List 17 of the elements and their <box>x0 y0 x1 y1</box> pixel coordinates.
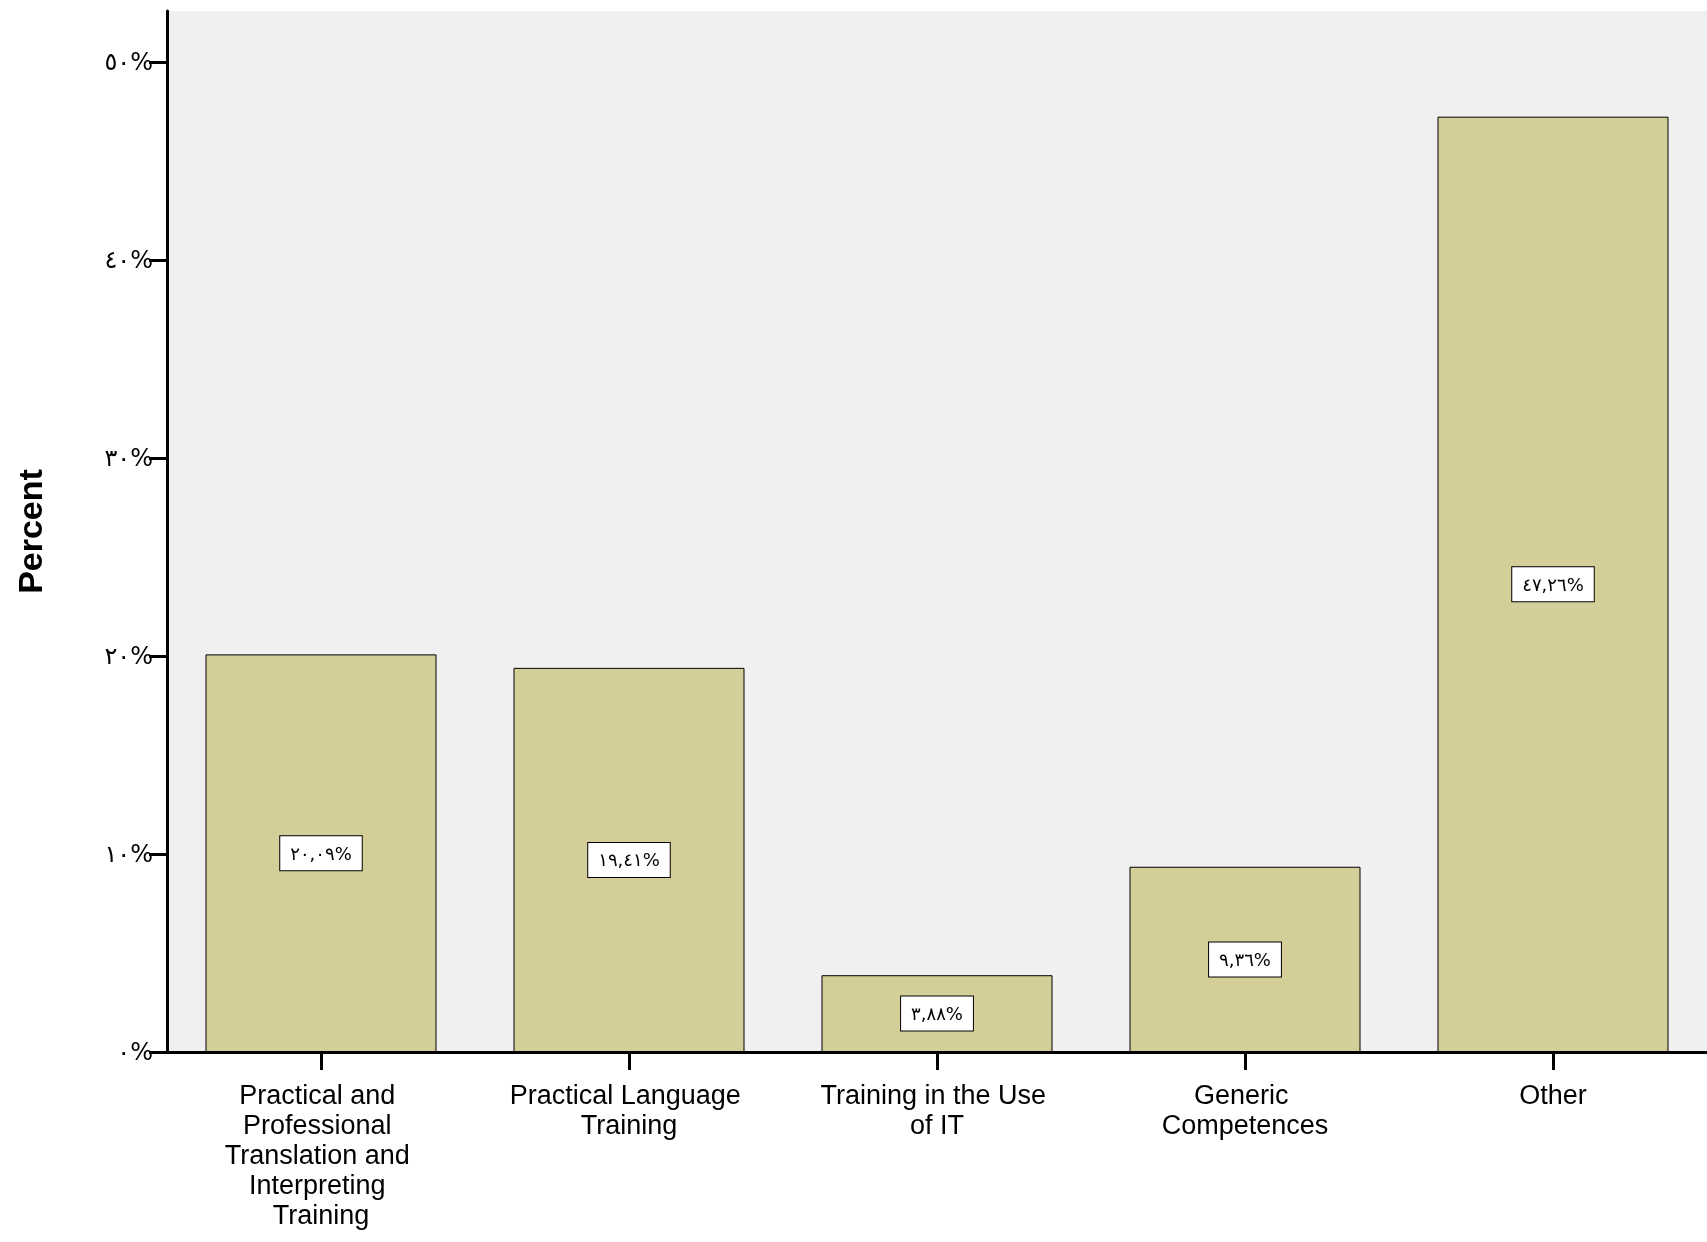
data-label: ٩,٣٦% <box>1219 948 1271 970</box>
data-label: ١٩,٤١% <box>598 849 660 871</box>
x-tick-label: Other <box>1519 1080 1587 1110</box>
x-tick-label: Practical Language Training <box>509 1080 749 1140</box>
y-tick-label: ٥٠% <box>104 48 153 77</box>
y-axis-title: Percent <box>11 469 49 594</box>
y-tick-label: ٠% <box>117 1038 153 1066</box>
x-tick-label: Practical and Professional Translation and Interpreting Training <box>224 1080 418 1230</box>
x-tick-label: Generic Competences <box>1161 1080 1329 1140</box>
x-tick-label: Training in the Use of IT <box>820 1080 1054 1140</box>
y-tick-label: ٢٠% <box>104 642 153 671</box>
y-tick-label: ٤٠% <box>104 246 153 275</box>
data-label: ٢٠,٠٩% <box>290 842 352 864</box>
y-tick-label: ٣٠% <box>104 444 153 473</box>
data-label: ٣,٨٨% <box>911 1003 963 1025</box>
y-tick-label: ١٠% <box>104 840 153 869</box>
data-label: ٤٧,٢٦% <box>1522 573 1584 595</box>
